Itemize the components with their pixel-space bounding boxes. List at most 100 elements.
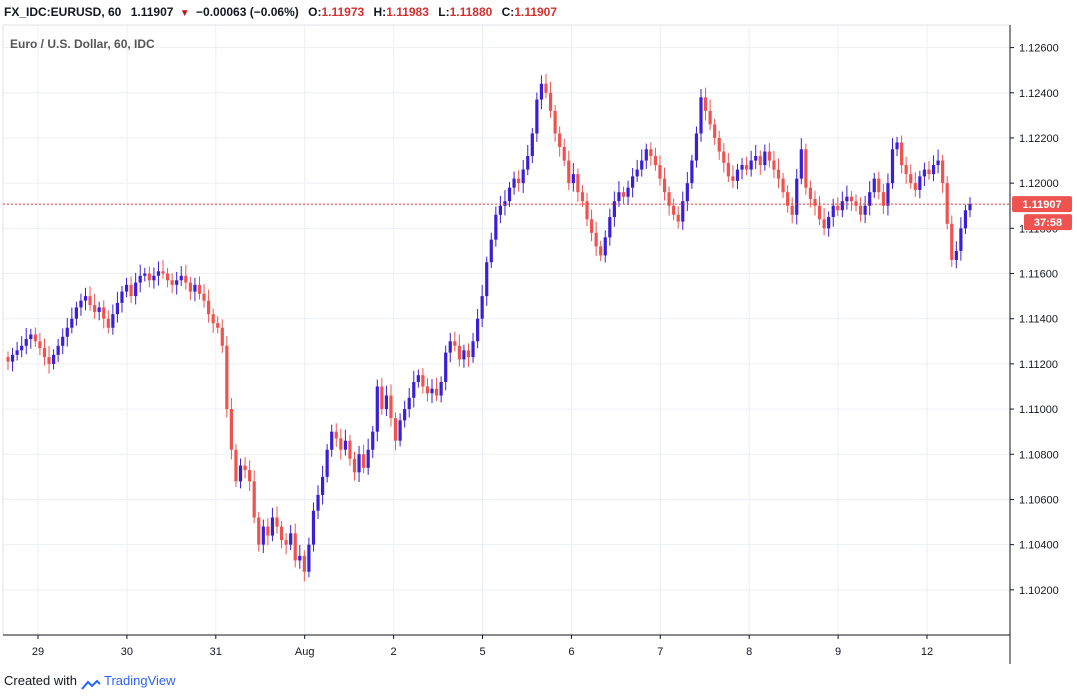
candle[interactable] <box>494 206 498 247</box>
candle[interactable] <box>188 276 192 300</box>
candle[interactable] <box>261 519 265 553</box>
candle[interactable] <box>553 105 557 142</box>
candle[interactable] <box>65 318 69 347</box>
candle[interactable] <box>585 192 589 227</box>
candle[interactable] <box>849 191 854 211</box>
candle[interactable] <box>289 524 293 551</box>
candle[interactable] <box>439 376 443 403</box>
candle[interactable] <box>672 198 676 221</box>
candle[interactable] <box>662 167 667 201</box>
candle[interactable] <box>421 368 425 394</box>
candle[interactable] <box>535 92 539 142</box>
candle[interactable] <box>471 332 475 363</box>
candle[interactable] <box>631 168 635 198</box>
candle[interactable] <box>184 264 188 290</box>
candle[interactable] <box>407 388 411 418</box>
symbol-label[interactable]: FX_IDC:EURUSD, 60 <box>4 5 122 19</box>
candle[interactable] <box>197 276 202 300</box>
candle[interactable] <box>38 332 42 356</box>
candle[interactable] <box>225 336 229 418</box>
candle[interactable] <box>457 334 461 367</box>
candle[interactable] <box>393 412 398 451</box>
chart-area[interactable]: Euro / U.S. Dollar, 60, IDC 1.12600 1.124… <box>0 24 1077 669</box>
candle[interactable] <box>220 319 224 353</box>
candle[interactable] <box>211 308 215 333</box>
candle[interactable] <box>207 289 211 323</box>
candle[interactable] <box>676 206 680 229</box>
candle[interactable] <box>963 204 968 234</box>
candle[interactable] <box>735 163 740 190</box>
candle[interactable] <box>6 351 10 370</box>
candle[interactable] <box>558 126 562 157</box>
candle[interactable] <box>635 159 639 183</box>
candle[interactable] <box>571 163 575 192</box>
candle[interactable] <box>120 285 124 313</box>
candle[interactable] <box>644 143 648 169</box>
candle[interactable] <box>42 338 47 366</box>
candle[interactable] <box>448 332 452 363</box>
candle[interactable] <box>106 310 110 334</box>
candle[interactable] <box>416 369 420 388</box>
candle[interactable] <box>808 180 813 208</box>
candle[interactable] <box>293 523 297 568</box>
candle[interactable] <box>872 172 876 198</box>
candle[interactable] <box>179 266 183 286</box>
candle[interactable] <box>617 181 621 207</box>
candle[interactable] <box>389 384 393 427</box>
candle[interactable] <box>430 379 434 403</box>
candle[interactable] <box>348 435 352 466</box>
candle[interactable] <box>608 208 612 246</box>
candle[interactable] <box>868 181 872 216</box>
candle[interactable] <box>863 196 867 224</box>
candle[interactable] <box>950 215 954 267</box>
candle[interactable] <box>61 328 65 355</box>
candle[interactable] <box>266 518 270 546</box>
candle[interactable] <box>795 168 799 225</box>
candle[interactable] <box>51 349 56 370</box>
candle[interactable] <box>658 155 662 186</box>
candle[interactable] <box>15 341 19 361</box>
candle[interactable] <box>827 211 831 237</box>
candle[interactable] <box>767 143 771 168</box>
candle[interactable] <box>270 507 275 542</box>
candle[interactable] <box>927 161 931 180</box>
candle[interactable] <box>33 327 37 347</box>
candle[interactable] <box>339 428 343 460</box>
candle[interactable] <box>279 520 284 549</box>
candle[interactable] <box>243 457 247 479</box>
candle[interactable] <box>681 191 685 230</box>
candle-series[interactable] <box>6 74 972 582</box>
candle[interactable] <box>503 190 507 216</box>
candle[interactable] <box>275 506 279 534</box>
candle[interactable] <box>858 197 863 222</box>
candle[interactable] <box>343 429 347 456</box>
candle[interactable] <box>476 308 480 349</box>
candle[interactable] <box>325 444 329 483</box>
candle[interactable] <box>138 264 142 293</box>
candle[interactable] <box>462 344 466 368</box>
candle[interactable] <box>375 379 379 442</box>
candle[interactable] <box>507 182 512 207</box>
candle[interactable] <box>731 165 735 188</box>
candle[interactable] <box>47 346 51 374</box>
candle[interactable] <box>749 150 753 177</box>
candle[interactable] <box>854 194 858 212</box>
candle[interactable] <box>790 197 794 224</box>
candle[interactable] <box>918 170 922 199</box>
candle[interactable] <box>111 304 115 335</box>
candle[interactable] <box>521 159 525 193</box>
candle[interactable] <box>544 74 548 99</box>
price-axis[interactable]: 1.126001.124001.122001.120001.118001.116… <box>1010 43 1059 597</box>
candle[interactable] <box>238 458 243 489</box>
candle[interactable] <box>713 118 717 145</box>
candle[interactable] <box>79 293 83 316</box>
candle[interactable] <box>334 423 338 447</box>
candle[interactable] <box>453 331 457 352</box>
candle[interactable] <box>24 327 28 355</box>
candle[interactable] <box>539 75 544 110</box>
candle[interactable] <box>580 185 585 207</box>
candle[interactable] <box>900 135 904 174</box>
candle[interactable] <box>70 307 74 334</box>
candle[interactable] <box>567 150 571 191</box>
candle[interactable] <box>744 156 749 176</box>
